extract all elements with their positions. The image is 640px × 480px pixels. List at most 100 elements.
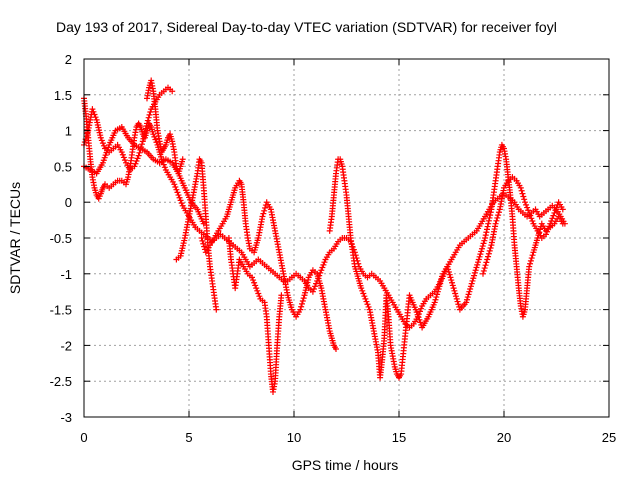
data-point-marker bbox=[361, 293, 368, 300]
y-axis-ticks: -3 -2.5 -2 -1.5 -1 -0.5 0 0.5 1 1.5 2 bbox=[50, 52, 609, 425]
data-point-marker bbox=[549, 215, 556, 222]
data-point-marker bbox=[418, 305, 425, 312]
data-point-marker bbox=[495, 212, 502, 219]
y-tick-label: -1 bbox=[60, 267, 72, 282]
chart-title: Day 193 of 2017, Sidereal Day-to-day VTE… bbox=[56, 19, 557, 35]
data-point-marker bbox=[298, 300, 305, 307]
data-point-marker bbox=[528, 215, 535, 222]
data-point-marker bbox=[552, 207, 559, 214]
data-point-marker bbox=[463, 296, 470, 303]
data-point-marker bbox=[200, 240, 207, 247]
data-point-marker bbox=[249, 274, 255, 281]
data-point-marker bbox=[135, 152, 142, 159]
y-tick-label: -2 bbox=[60, 338, 72, 353]
data-point-marker bbox=[484, 223, 491, 230]
data-point-marker bbox=[518, 187, 525, 194]
data-point-marker bbox=[146, 111, 153, 118]
data-point-marker bbox=[278, 292, 285, 299]
data-point-marker bbox=[467, 286, 474, 293]
data-point-marker bbox=[472, 267, 479, 274]
data-point-marker bbox=[437, 280, 444, 287]
data-point-marker bbox=[172, 183, 179, 190]
data-point-marker bbox=[480, 240, 487, 247]
data-point-marker bbox=[297, 306, 304, 313]
data-point-marker bbox=[544, 228, 551, 235]
data-point-marker bbox=[482, 235, 489, 241]
y-axis-label: SDTVAR / TECUs bbox=[7, 182, 23, 294]
data-point-marker bbox=[199, 237, 206, 244]
y-tick-label: -2.5 bbox=[50, 374, 72, 389]
data-point-marker bbox=[434, 288, 441, 295]
data-point-marker bbox=[433, 294, 440, 301]
data-point-marker bbox=[486, 214, 493, 221]
data-point-marker bbox=[463, 299, 470, 306]
data-point-marker bbox=[470, 275, 477, 282]
data-point-marker bbox=[134, 155, 141, 162]
y-tick-label: 0.5 bbox=[54, 159, 72, 174]
data-point-marker bbox=[81, 139, 88, 146]
data-point-marker bbox=[466, 288, 473, 295]
data-point-marker bbox=[309, 288, 316, 295]
data-point-marker bbox=[548, 217, 555, 224]
data-point-marker bbox=[527, 257, 534, 264]
data-point-marker bbox=[529, 252, 536, 259]
data-point-marker bbox=[524, 204, 531, 211]
data-point-marker bbox=[144, 120, 150, 127]
data-point-marker bbox=[179, 156, 186, 163]
data-point-marker bbox=[253, 285, 260, 292]
data-point-marker bbox=[482, 232, 489, 239]
data-point-marker bbox=[480, 267, 487, 274]
data-point-marker bbox=[484, 256, 491, 263]
data-point-marker bbox=[173, 186, 180, 193]
data-point-marker bbox=[144, 117, 151, 124]
data-point-marker bbox=[454, 298, 461, 305]
y-tick-label: -0.5 bbox=[50, 231, 72, 246]
data-point-marker bbox=[467, 283, 474, 290]
data-point-marker bbox=[318, 267, 325, 274]
data-point-marker bbox=[475, 259, 482, 266]
data-point-marker bbox=[298, 303, 305, 310]
data-point-marker bbox=[98, 137, 105, 144]
data-point-marker bbox=[559, 206, 566, 213]
data-point-marker bbox=[310, 286, 317, 293]
data-point-marker bbox=[363, 298, 370, 305]
data-point-marker bbox=[364, 301, 371, 308]
data-point-marker bbox=[547, 220, 554, 227]
data-point-marker bbox=[545, 226, 552, 233]
data-point-marker bbox=[169, 88, 176, 95]
data-point-marker bbox=[178, 200, 185, 207]
data-points bbox=[81, 77, 568, 395]
data-point-marker bbox=[494, 214, 501, 221]
data-point-marker bbox=[317, 269, 324, 276]
data-point-marker bbox=[99, 140, 106, 147]
data-point-marker bbox=[485, 220, 492, 227]
data-point-marker bbox=[319, 264, 326, 271]
data-point-marker bbox=[432, 296, 439, 303]
data-point-marker bbox=[486, 247, 493, 254]
data-point-marker bbox=[543, 231, 549, 238]
data-point-marker bbox=[255, 290, 262, 297]
data-point-marker bbox=[551, 209, 558, 216]
data-point-marker bbox=[447, 274, 454, 281]
data-point-marker bbox=[445, 269, 452, 276]
data-point-marker bbox=[320, 261, 327, 268]
data-point-marker bbox=[131, 163, 138, 170]
data-point-marker bbox=[254, 287, 261, 294]
data-point-marker bbox=[449, 282, 456, 289]
data-point-marker bbox=[487, 209, 494, 216]
data-point-marker bbox=[487, 245, 494, 252]
data-point-marker bbox=[482, 262, 489, 269]
data-point-marker bbox=[120, 154, 127, 161]
data-point-marker bbox=[485, 253, 492, 260]
y-tick-label: 2 bbox=[65, 52, 72, 67]
x-tick-label: 5 bbox=[185, 430, 192, 445]
x-tick-label: 15 bbox=[392, 430, 406, 445]
x-axis-label: GPS time / hours bbox=[292, 457, 399, 473]
data-point-marker bbox=[525, 207, 532, 214]
data-point-marker bbox=[485, 250, 492, 257]
data-point-marker bbox=[526, 263, 533, 270]
data-point-marker bbox=[475, 256, 482, 263]
data-point-marker bbox=[256, 293, 263, 300]
data-point-marker bbox=[100, 142, 107, 149]
